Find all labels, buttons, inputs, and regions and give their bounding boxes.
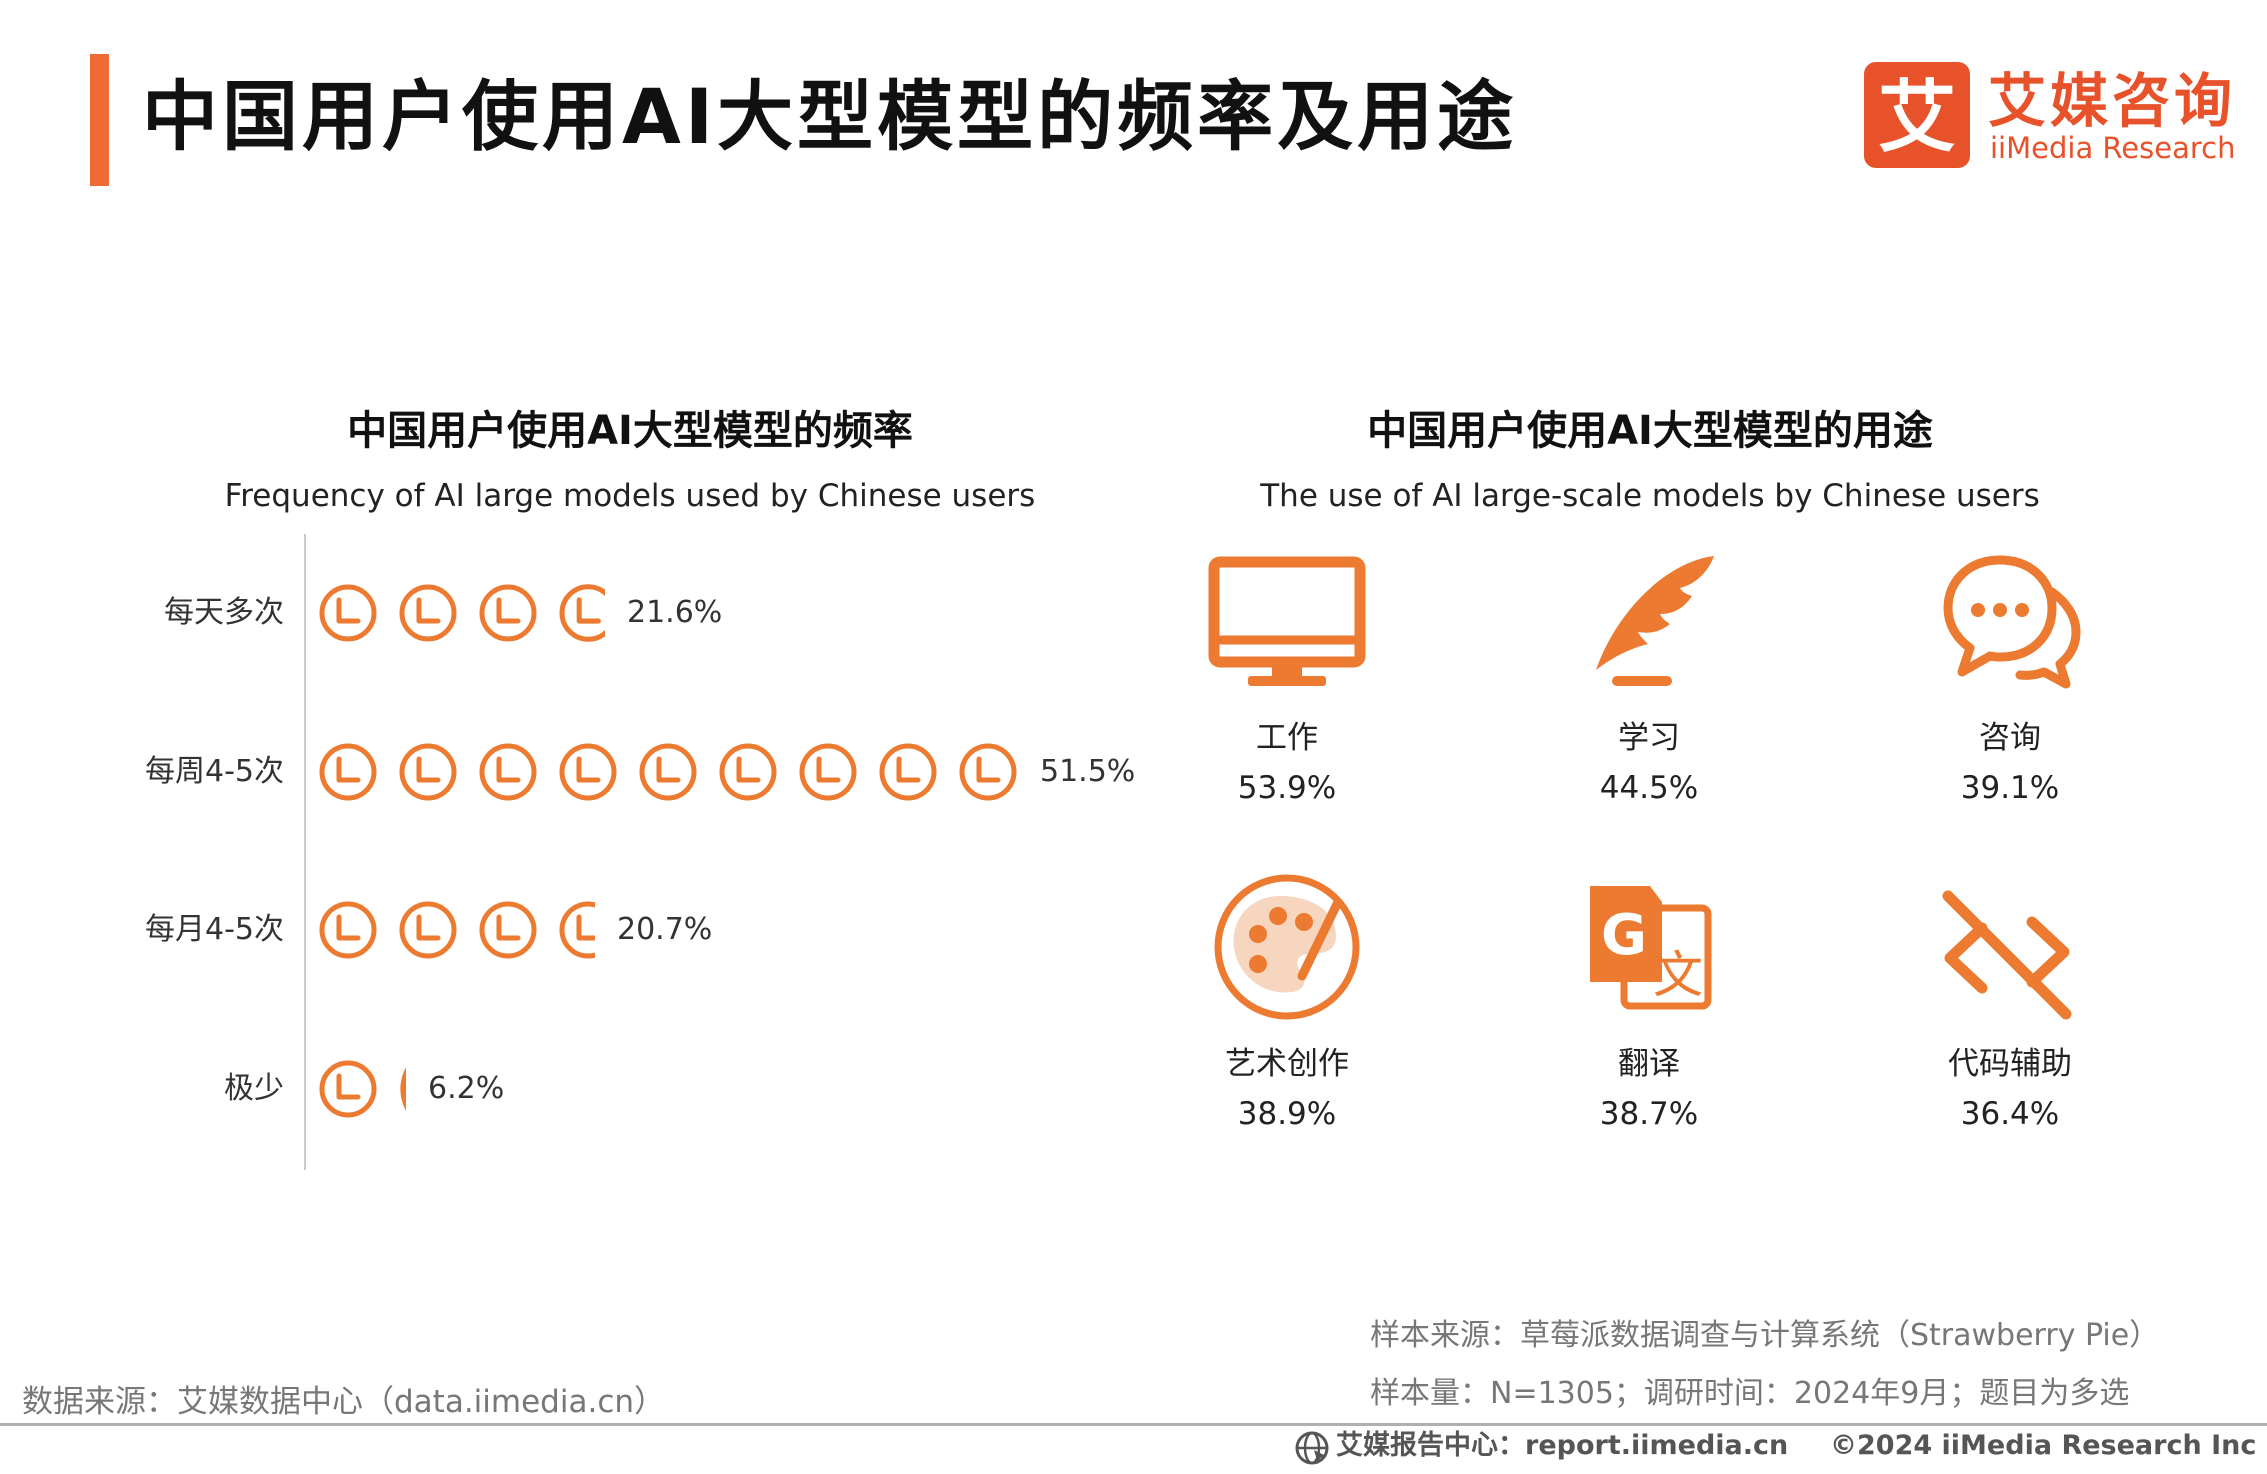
use-label-study: 学习 xyxy=(1618,720,1680,756)
chat-bubbles-icon xyxy=(1943,555,2081,689)
sample-size-note: 样本量：N=1305；调研时间：2024年9月；题目为多选 xyxy=(1370,1376,2130,1411)
frequency-value-label: 21.6% xyxy=(627,595,723,630)
frequency-row-label: 每月4-5次 xyxy=(145,912,284,947)
frequency-chart-axis xyxy=(304,534,306,1170)
use-value-code: 36.4% xyxy=(1960,1096,2060,1132)
frequency-row-label: 极少 xyxy=(224,1071,284,1106)
footer-divider xyxy=(0,1423,2267,1426)
uses-chart-subtitle: The use of AI large-scale models by Chin… xyxy=(1260,478,2040,514)
clock-icon xyxy=(479,584,537,642)
clock-icon xyxy=(399,743,457,801)
logo-text-cn: 艾媒咨询 xyxy=(1988,67,2237,135)
use-value-work: 53.9% xyxy=(1237,770,1337,806)
frequency-value-label: 6.2% xyxy=(428,1071,505,1106)
page-title: 中国用户使用AI大型模型的频率及用途 xyxy=(142,72,1518,161)
clock-icon xyxy=(799,743,857,801)
clock-icon xyxy=(319,584,377,642)
use-value-art: 38.9% xyxy=(1237,1096,1337,1132)
clock-icon xyxy=(479,743,537,801)
svg-text:文: 文 xyxy=(1653,946,1703,1004)
clock-icon xyxy=(639,743,697,801)
clock-icon xyxy=(559,584,605,642)
frequency-chart-subtitle: Frequency of AI large models used by Chi… xyxy=(224,478,1036,514)
uses-chart-title: 中国用户使用AI大型模型的用途 xyxy=(1367,408,1933,454)
frequency-row-label: 每天多次 xyxy=(164,595,284,630)
clock-icon xyxy=(879,743,937,801)
copyright-text: ©2024 iiMedia Research Inc xyxy=(1830,1430,2257,1461)
sample-source-note: 样本来源：草莓派数据调查与计算系统（Strawberry Pie） xyxy=(1370,1318,2160,1353)
report-center-link[interactable]: 艾媒报告中心：report.iimedia.cn xyxy=(1336,1430,1789,1461)
use-value-study: 44.5% xyxy=(1599,770,1699,806)
svg-text:G: G xyxy=(1601,903,1647,968)
code-icon xyxy=(1942,890,2072,1020)
monitor-icon xyxy=(1208,556,1366,686)
logo-mark: 艾 xyxy=(1864,62,1970,168)
clock-icon xyxy=(719,743,777,801)
quill-icon xyxy=(1596,556,1714,686)
use-value-translate: 38.7% xyxy=(1599,1096,1699,1132)
clock-icon xyxy=(319,901,377,959)
use-label-work: 工作 xyxy=(1256,720,1318,756)
logo-char: 艾 xyxy=(1878,73,1956,163)
clock-icon xyxy=(319,743,377,801)
clock-icon xyxy=(319,1060,377,1118)
globe-icon xyxy=(1295,1431,1329,1465)
clock-icon xyxy=(559,743,617,801)
translate-icon: G 文 xyxy=(1590,886,1712,1010)
title-accent-bar xyxy=(90,54,109,186)
clock-icon xyxy=(559,901,595,959)
use-value-consult: 39.1% xyxy=(1960,770,2060,806)
frequency-value-label: 51.5% xyxy=(1040,754,1136,789)
logo-text-en: iiMedia Research xyxy=(1990,131,2236,165)
frequency-value-label: 20.7% xyxy=(617,912,713,947)
data-source-note: 数据来源：艾媒数据中心（data.iimedia.cn） xyxy=(22,1384,666,1420)
clock-icon xyxy=(399,584,457,642)
clock-icon xyxy=(400,1067,406,1111)
frequency-row-label: 每周4-5次 xyxy=(145,754,284,789)
clock-icon xyxy=(399,901,457,959)
clock-icon xyxy=(479,901,537,959)
clock-icon xyxy=(959,743,1017,801)
use-label-art: 艺术创作 xyxy=(1225,1046,1349,1082)
use-label-consult: 咨询 xyxy=(1979,720,2041,756)
use-label-code: 代码辅助 xyxy=(1948,1046,2072,1082)
use-label-translate: 翻译 xyxy=(1618,1046,1680,1082)
palette-icon xyxy=(1214,874,1360,1020)
frequency-chart-title: 中国用户使用AI大型模型的频率 xyxy=(347,408,913,454)
